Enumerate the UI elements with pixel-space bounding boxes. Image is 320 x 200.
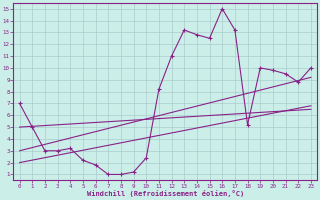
X-axis label: Windchill (Refroidissement éolien,°C): Windchill (Refroidissement éolien,°C) — [87, 190, 244, 197]
